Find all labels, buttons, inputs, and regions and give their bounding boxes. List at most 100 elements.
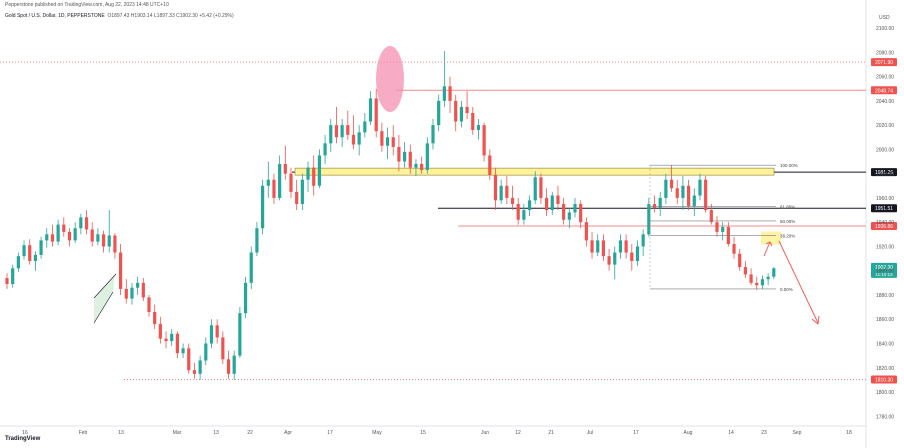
currency-label: USD bbox=[879, 15, 890, 21]
candle-body bbox=[204, 343, 208, 361]
candle-body bbox=[67, 231, 72, 241]
y-tick-label: 2060.00 bbox=[876, 75, 894, 81]
candle-body bbox=[141, 282, 145, 298]
candle-body bbox=[243, 282, 248, 314]
pennant-upper-line bbox=[93, 273, 117, 299]
candle-body bbox=[607, 256, 611, 265]
y-tick-label: 1920.00 bbox=[876, 244, 894, 250]
candle-body bbox=[459, 106, 463, 122]
candle-body bbox=[550, 195, 554, 211]
candle-body bbox=[79, 217, 83, 229]
candle-body bbox=[119, 252, 123, 289]
candle-body bbox=[351, 134, 356, 145]
candle-body bbox=[266, 179, 270, 186]
candle-body bbox=[562, 203, 566, 220]
candle-body bbox=[33, 254, 37, 262]
candle-body bbox=[192, 370, 197, 374]
candle-body bbox=[45, 234, 49, 241]
candle-body bbox=[329, 125, 333, 144]
current-price-badge bbox=[871, 262, 897, 278]
candle-body bbox=[533, 177, 537, 201]
candle-body bbox=[732, 244, 736, 254]
x-tick-label: 17 bbox=[327, 430, 333, 436]
candle-body bbox=[664, 179, 668, 198]
x-tick-label: Mar bbox=[173, 430, 182, 436]
y-tick-label: 1840.00 bbox=[876, 342, 894, 348]
projection-arrow-head bbox=[811, 315, 820, 325]
candle-body bbox=[692, 195, 696, 207]
fib-label: 100.00% bbox=[780, 163, 798, 168]
candle-body bbox=[624, 240, 628, 253]
x-tick-label: 13 bbox=[118, 430, 124, 436]
tradingview-logo[interactable]: TradingView bbox=[5, 436, 41, 442]
candle-body bbox=[278, 163, 282, 198]
candle-body bbox=[113, 235, 117, 253]
candle-body bbox=[590, 240, 594, 253]
price-level-badge bbox=[871, 221, 897, 230]
y-tick-label: 1960.00 bbox=[876, 196, 894, 202]
price-level-label: 1936.86 bbox=[875, 224, 893, 230]
x-tick-label: Aug bbox=[684, 430, 693, 436]
candle-body bbox=[527, 200, 532, 211]
y-tick-label: 1860.00 bbox=[876, 317, 894, 323]
candle-body bbox=[630, 252, 634, 262]
candle-body bbox=[209, 325, 214, 344]
symbol-name: Gold Spot / U.S. Dollar, 1D, PEPPERSTONE bbox=[5, 13, 105, 19]
candle-body bbox=[743, 267, 747, 275]
y-tick-label: 2000.00 bbox=[876, 147, 894, 153]
x-tick-label: 14 bbox=[728, 430, 734, 436]
candles bbox=[5, 51, 776, 380]
candle-body bbox=[420, 163, 424, 171]
price-level-badge bbox=[871, 204, 897, 213]
price-level-label: 2048.74 bbox=[875, 88, 893, 94]
candle-body bbox=[425, 143, 429, 171]
candle-body bbox=[414, 163, 418, 168]
candle-body bbox=[238, 313, 242, 356]
candle-body bbox=[16, 256, 20, 269]
candle-body bbox=[488, 155, 492, 175]
fib-label: 38.20% bbox=[780, 234, 795, 239]
candle-body bbox=[579, 203, 583, 223]
candle-body bbox=[306, 167, 310, 180]
candle-body bbox=[198, 360, 202, 374]
candle-body bbox=[28, 245, 32, 262]
x-tick-label: 23 bbox=[761, 430, 767, 436]
candle-body bbox=[681, 185, 685, 198]
pennant-fill bbox=[94, 275, 115, 323]
candle-body bbox=[124, 288, 128, 299]
candle-body bbox=[261, 185, 265, 229]
x-tick-label: 13 bbox=[213, 430, 219, 436]
candle-body bbox=[62, 224, 66, 232]
candle-body bbox=[687, 185, 691, 207]
price-level-badge bbox=[871, 168, 897, 177]
candle-body bbox=[170, 333, 174, 342]
candle-body bbox=[39, 240, 43, 255]
grid bbox=[0, 0, 867, 448]
candle-body bbox=[175, 333, 179, 354]
price-levels: 2071.90 2048.74 1981.26 1951.51 1936.86 1810.… bbox=[0, 58, 897, 384]
candle-body bbox=[300, 179, 304, 204]
fib-label: 61.80% bbox=[780, 204, 795, 209]
candle-body bbox=[448, 86, 452, 101]
candle-body bbox=[374, 98, 378, 132]
candle-body bbox=[738, 253, 742, 268]
candle-body bbox=[363, 121, 367, 133]
candle-body bbox=[522, 210, 526, 220]
candle-body bbox=[647, 203, 651, 235]
y-tick-label: 2100.00 bbox=[876, 26, 894, 32]
y-tick-label: 1800.00 bbox=[876, 390, 894, 396]
candle-body bbox=[437, 100, 441, 126]
candle-body bbox=[272, 179, 276, 198]
candle-body bbox=[295, 191, 299, 204]
candle-body bbox=[658, 197, 662, 208]
y-tick-label: 1780.00 bbox=[876, 414, 894, 420]
resistance-zone bbox=[294, 167, 775, 176]
bounce-arrow-line bbox=[763, 241, 771, 257]
x-tick-label: 17 bbox=[633, 430, 639, 436]
candle-body bbox=[601, 240, 605, 257]
candle-body bbox=[715, 222, 719, 232]
current-price-label: 1902.30 bbox=[875, 265, 893, 271]
target-zone bbox=[761, 231, 781, 245]
candle-body bbox=[73, 228, 77, 241]
